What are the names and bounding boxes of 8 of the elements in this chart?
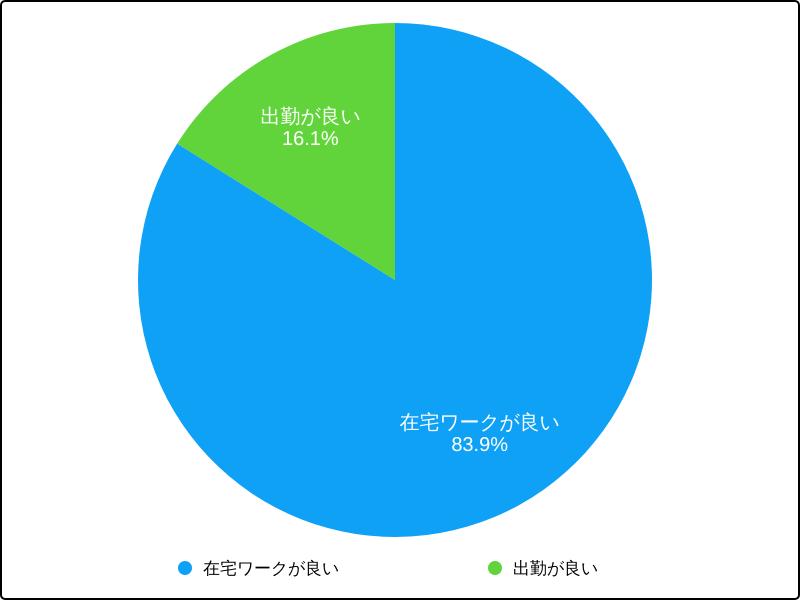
pie-slice	[138, 23, 652, 537]
data-label: 16.1%	[282, 128, 339, 150]
slice-label: 在宅ワークが良い	[400, 410, 560, 434]
slice-label: 出勤が良い	[260, 106, 360, 128]
pie-slice	[177, 23, 395, 280]
legend-label: 在宅ワークが良い	[203, 559, 339, 578]
legend-label: 出勤が良い	[513, 559, 598, 578]
data-label: 83.9%	[451, 434, 508, 456]
